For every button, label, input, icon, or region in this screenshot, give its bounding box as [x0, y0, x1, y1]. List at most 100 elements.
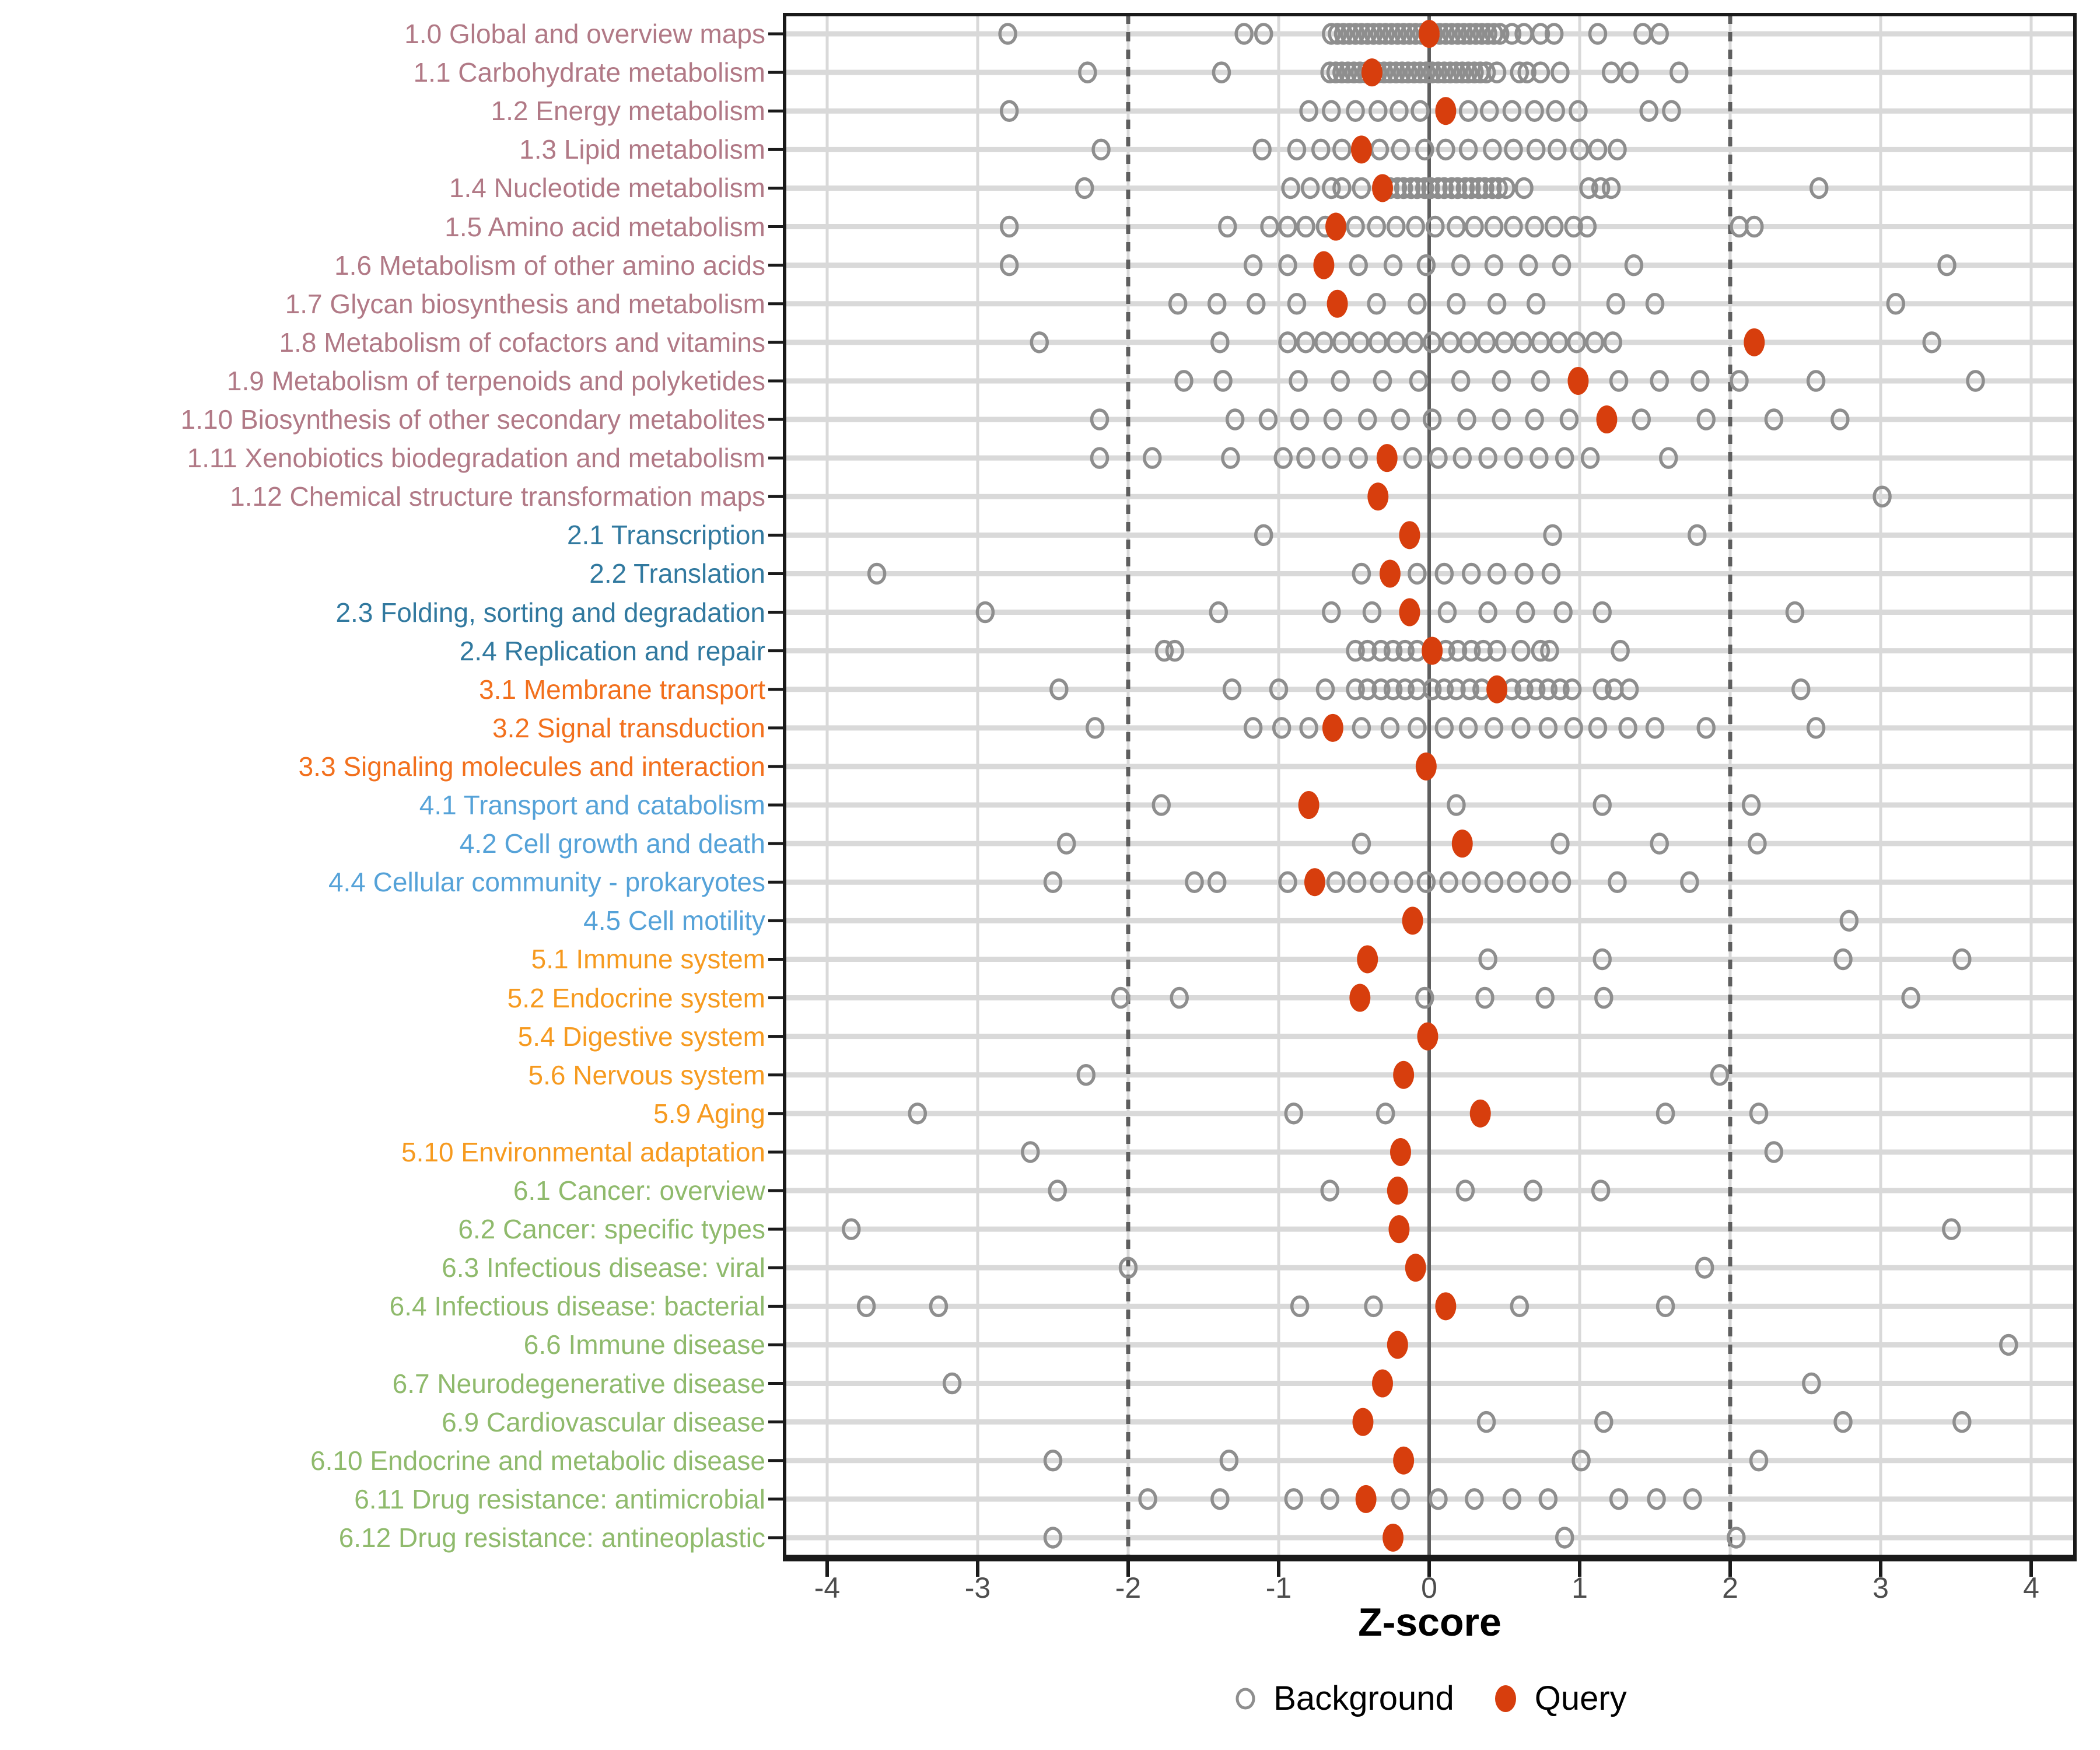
background-point: [1619, 61, 1639, 83]
background-point: [1078, 61, 1097, 83]
legend-label-background: Background: [1273, 1679, 1454, 1717]
background-point: [1311, 138, 1331, 161]
background-point: [1322, 23, 1341, 45]
background-point: [1873, 485, 1892, 508]
background-point: [856, 1295, 876, 1318]
category-label: 6.4 Infectious disease: bacterial: [389, 1291, 765, 1322]
background-point: [1218, 215, 1237, 238]
query-point: [1349, 984, 1371, 1012]
background-point: [1357, 408, 1377, 430]
background-point: [1048, 1180, 1067, 1202]
background-point: [1373, 370, 1392, 392]
category-label: 1.2 Energy metabolism: [491, 96, 765, 127]
query-point: [1352, 1408, 1374, 1436]
background-point: [1168, 293, 1188, 315]
background-point: [1696, 408, 1716, 430]
background-point: [1347, 871, 1367, 893]
category-label: 2.1 Transcription: [566, 520, 765, 551]
background-point: [1454, 23, 1474, 45]
background-point: [1085, 717, 1105, 739]
background-point: [1806, 370, 1826, 392]
background-point: [1352, 177, 1371, 200]
background-point: [1296, 447, 1315, 469]
background-point: [1469, 177, 1489, 200]
legend-label-query: Query: [1534, 1679, 1627, 1717]
background-point: [1483, 138, 1502, 161]
query-point: [1417, 1022, 1438, 1051]
background-point: [1514, 562, 1534, 585]
background-point: [1650, 832, 1669, 855]
query-point: [1486, 675, 1508, 704]
background-point: [1531, 23, 1550, 45]
background-point: [1461, 871, 1481, 893]
x-tick-label: -3: [964, 1572, 991, 1604]
background-point: [998, 23, 1017, 45]
background-point: [1496, 177, 1516, 200]
background-point: [1511, 717, 1531, 739]
background-point: [1138, 1488, 1157, 1510]
background-point: [1552, 254, 1572, 276]
background-point: [1555, 1527, 1574, 1549]
background-point: [1174, 370, 1194, 392]
background-point: [1392, 61, 1412, 83]
background-point: [1346, 23, 1365, 45]
background-point: [1165, 639, 1185, 662]
category-label: 5.10 Environmental adaptation: [401, 1136, 765, 1167]
category-label: 6.11 Drug resistance: antimicrobial: [354, 1483, 765, 1514]
background-point: [1322, 100, 1341, 122]
legend: Background Query: [785, 1679, 2075, 1718]
background-point: [1492, 370, 1511, 392]
background-point: [1386, 331, 1406, 354]
background-point: [1577, 215, 1597, 238]
background-marker-icon: [1236, 1688, 1255, 1709]
x-tick-label: 0: [1421, 1572, 1437, 1604]
background-point: [1403, 447, 1422, 469]
background-point: [1254, 23, 1273, 45]
background-point: [1624, 254, 1644, 276]
background-point: [1278, 331, 1297, 354]
query-point: [1435, 97, 1457, 125]
background-point: [1346, 678, 1365, 701]
background-point: [1247, 293, 1266, 315]
background-point: [1510, 1295, 1530, 1318]
background-point: [1408, 293, 1427, 315]
background-point: [1785, 601, 1805, 624]
background-point: [1326, 871, 1346, 893]
background-point: [1448, 639, 1468, 662]
background-point: [1543, 524, 1562, 547]
background-point: [1476, 1410, 1496, 1433]
background-point: [1422, 678, 1442, 701]
x-axis-title: Z-score: [1358, 1600, 1502, 1644]
background-point: [1352, 832, 1371, 855]
background-point: [1451, 370, 1471, 392]
background-point: [1465, 61, 1484, 83]
query-point: [1325, 212, 1347, 241]
background-point: [1458, 717, 1478, 739]
background-point: [1478, 447, 1497, 469]
background-point: [1043, 1527, 1063, 1549]
background-point: [1513, 331, 1532, 354]
background-point: [1952, 948, 1972, 971]
background-point: [929, 1295, 949, 1318]
background-point: [1207, 871, 1227, 893]
background-point: [1530, 871, 1549, 893]
background-point: [999, 254, 1019, 276]
background-point: [1531, 331, 1550, 354]
background-point: [1383, 639, 1403, 662]
background-point: [1320, 61, 1339, 83]
background-point: [1030, 331, 1049, 354]
background-point: [1448, 177, 1468, 200]
background-point: [1484, 717, 1504, 739]
category-label: 6.9 Cardiovascular disease: [442, 1406, 765, 1437]
x-tick-label: 1: [1572, 1572, 1588, 1604]
background-point: [1535, 986, 1555, 1009]
background-point: [1219, 1450, 1239, 1472]
background-point: [1436, 138, 1455, 161]
background-point: [1479, 100, 1499, 122]
background-point: [1639, 100, 1658, 122]
background-point: [1221, 447, 1240, 469]
background-point: [1368, 331, 1388, 354]
background-point: [908, 1102, 928, 1125]
